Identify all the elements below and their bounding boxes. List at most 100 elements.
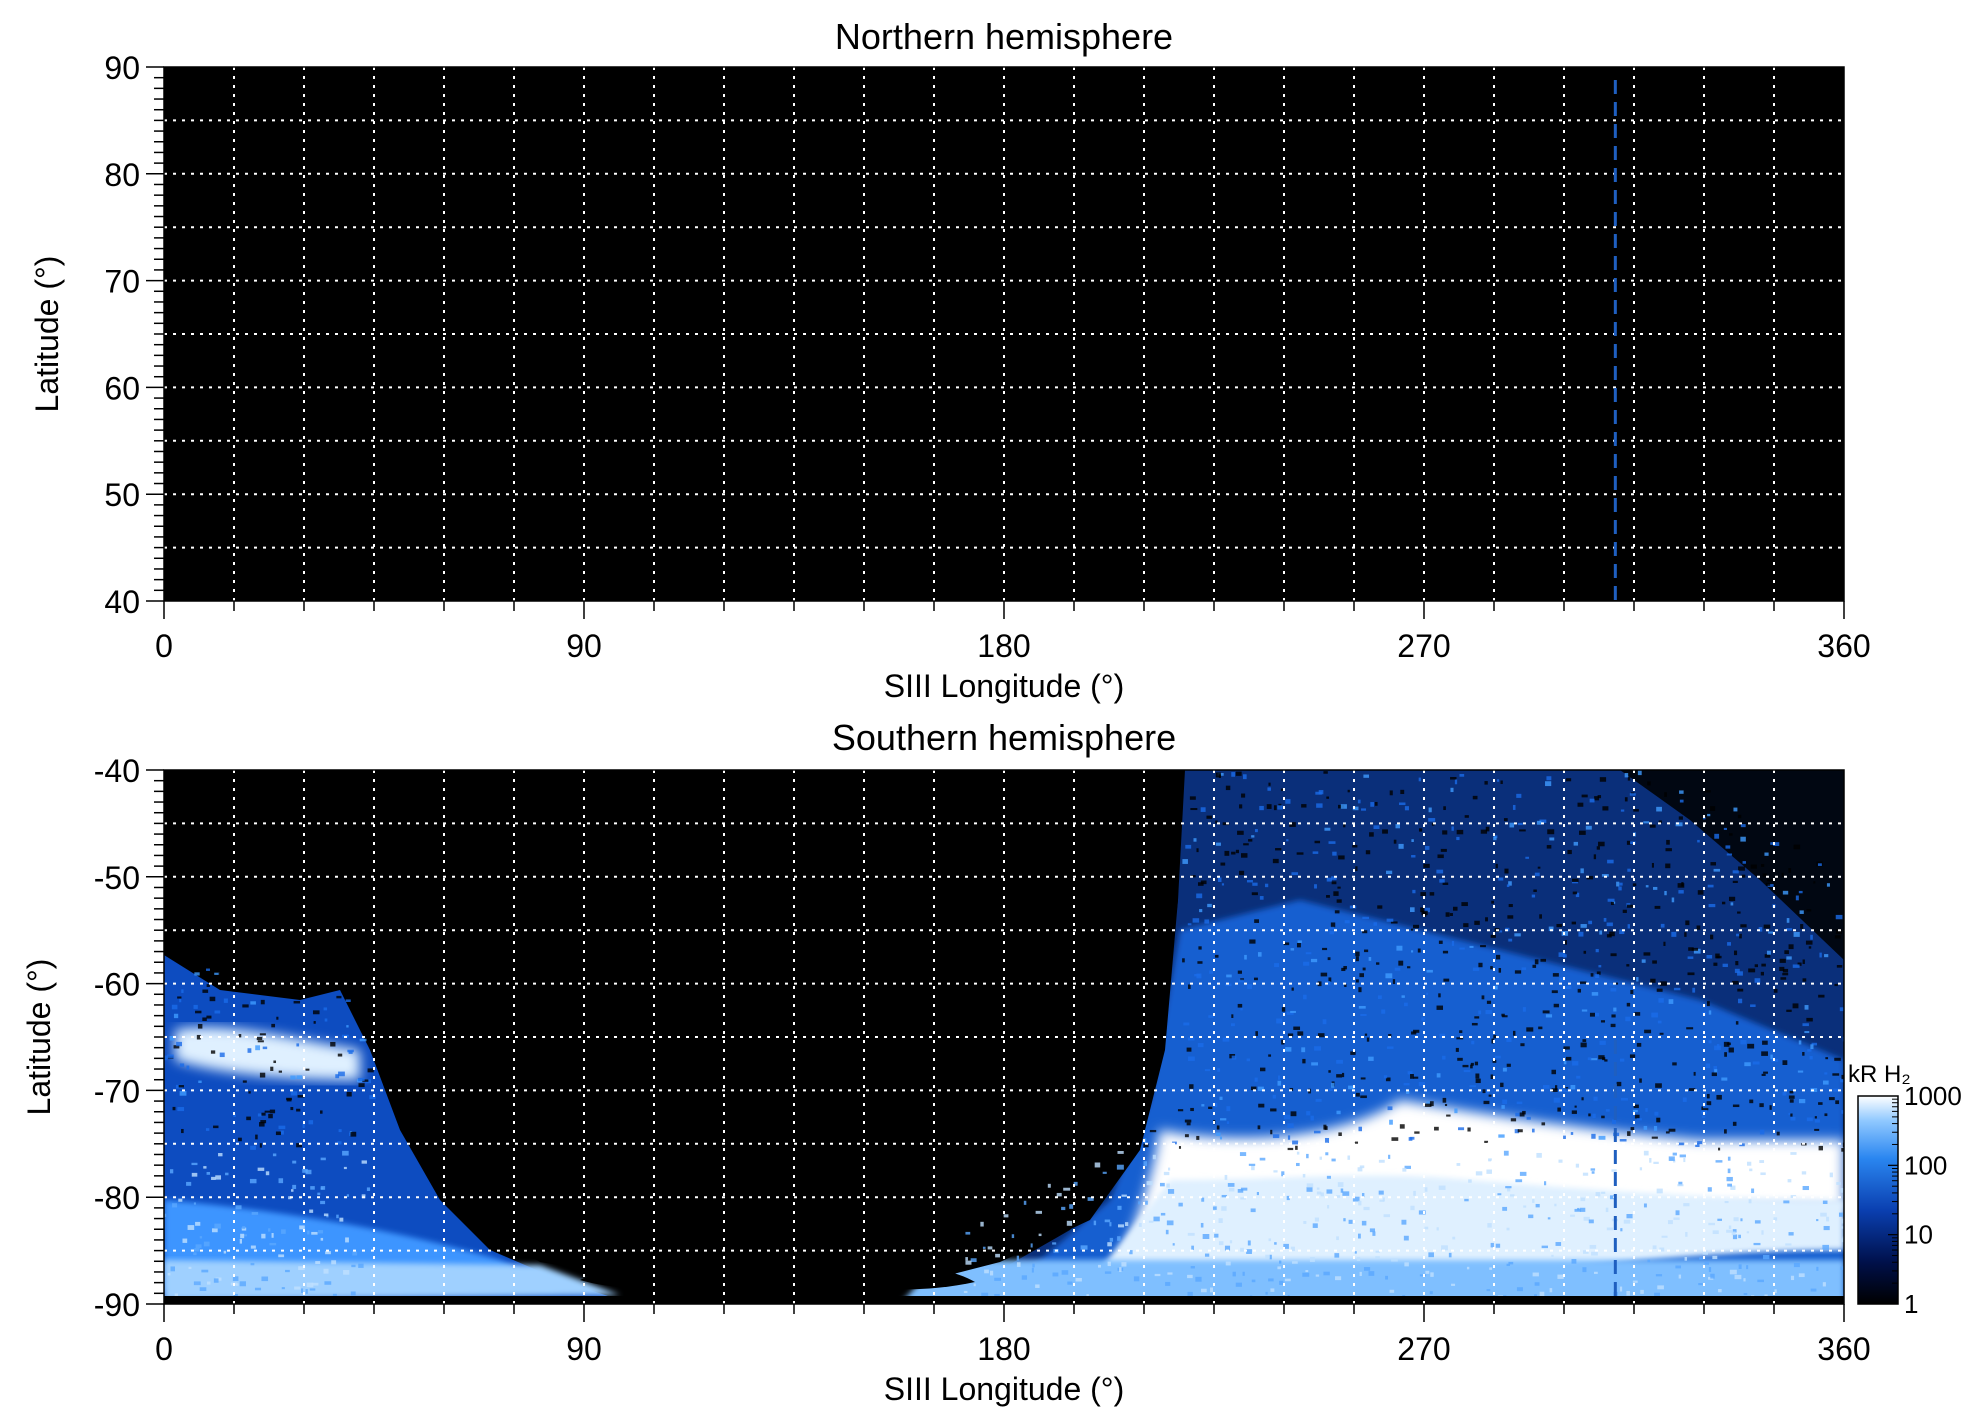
speckle-cell	[1660, 981, 1667, 986]
speckle-cell	[1336, 1195, 1341, 1198]
speckle-cell	[1378, 1159, 1385, 1163]
speckle-cell	[1586, 875, 1594, 880]
speckle-cell	[1834, 1057, 1841, 1061]
speckle-cell	[1196, 848, 1199, 853]
speckle-cell	[1841, 1148, 1844, 1152]
speckle-cell	[1677, 1184, 1684, 1187]
speckle-cell	[1768, 931, 1774, 934]
speckle-cell	[1643, 1150, 1649, 1156]
speckle-cell	[288, 1196, 292, 1200]
speckle-cell	[1337, 1182, 1344, 1187]
speckle-cell	[1281, 1007, 1286, 1012]
speckle-cell	[1590, 1168, 1596, 1171]
speckle-cell	[1836, 1182, 1841, 1185]
speckle-cell	[1429, 892, 1435, 896]
speckle-cell	[211, 1228, 218, 1233]
speckle-cell	[1442, 882, 1449, 885]
speckle-cell	[1439, 1033, 1445, 1039]
speckle-cell	[1336, 1059, 1343, 1064]
speckle-cell	[1516, 1287, 1523, 1292]
speckle-cell	[1152, 1154, 1156, 1160]
speckle-cell	[1356, 1257, 1361, 1261]
speckle-cell	[1735, 961, 1739, 966]
speckle-cell	[1761, 1051, 1768, 1056]
speckle-cell	[1706, 1093, 1710, 1099]
speckle-cell	[1326, 895, 1330, 898]
speckle-cell	[271, 1023, 276, 1028]
speckle-cell	[1651, 862, 1654, 868]
speckle-cell	[290, 1091, 298, 1096]
speckle-cell	[1665, 1131, 1670, 1134]
speckle-cell	[253, 980, 261, 984]
speckle-cell	[1264, 883, 1269, 888]
speckle-cell	[270, 1066, 274, 1071]
speckle-cell	[1780, 977, 1787, 980]
speckle-cell	[1729, 833, 1733, 836]
speckle-cell	[1761, 1230, 1764, 1235]
speckle-cell	[1306, 1111, 1311, 1116]
speckle-cell	[1382, 829, 1388, 834]
speckle-cell	[1673, 1159, 1676, 1163]
speckle-cell	[1554, 1203, 1557, 1207]
speckle-cell	[1486, 1169, 1492, 1174]
speckle-cell	[1599, 1040, 1606, 1045]
speckle-cell	[1208, 1106, 1213, 1110]
colorbar-tick-label: 100	[1904, 1150, 1947, 1180]
speckle-cell	[1675, 1265, 1682, 1269]
speckle-cell	[1740, 836, 1746, 842]
speckle-cell	[1841, 1218, 1844, 1224]
speckle-cell	[1750, 864, 1757, 869]
speckle-cell	[1619, 882, 1623, 886]
speckle-cell	[1632, 1280, 1638, 1283]
speckle-cell	[1555, 1242, 1562, 1246]
speckle-cell	[1723, 1041, 1730, 1047]
speckle-cell	[1407, 966, 1411, 969]
speckle-cell	[1314, 840, 1321, 844]
speckle-cell	[1429, 1101, 1434, 1107]
speckle-cell	[1217, 877, 1222, 883]
speckle-cell	[1519, 1112, 1525, 1117]
speckle-cell	[1699, 1257, 1704, 1260]
speckle-cell	[1683, 1157, 1686, 1163]
speckle-cell	[1776, 1131, 1780, 1136]
speckle-cell	[1802, 1051, 1805, 1056]
speckle-cell	[1764, 852, 1769, 856]
speckle-cell	[1283, 942, 1290, 946]
speckle-cell	[1104, 1271, 1112, 1274]
speckle-cell	[1244, 954, 1247, 960]
speckle-cell	[1824, 954, 1829, 958]
speckle-cell	[1354, 1251, 1357, 1254]
speckle-cell	[1607, 859, 1614, 864]
speckle-cell	[1553, 1097, 1560, 1103]
speckle-cell	[250, 1262, 255, 1266]
speckle-cell	[1087, 1197, 1094, 1201]
speckle-cell	[1470, 1064, 1473, 1069]
south-bottom-strip	[164, 1296, 1844, 1304]
speckle-cell	[1277, 805, 1283, 810]
speckle-cell	[1762, 873, 1767, 877]
speckle-cell	[1398, 960, 1404, 966]
speckle-cell	[1352, 806, 1359, 811]
speckle-cell	[1601, 874, 1609, 877]
speckle-cell	[1591, 992, 1599, 996]
speckle-cell	[1531, 894, 1536, 898]
speckle-cell	[1532, 1199, 1535, 1203]
speckle-cell	[1788, 868, 1792, 873]
speckle-cell	[1289, 822, 1296, 827]
speckle-cell	[1066, 1220, 1073, 1226]
speckle-cell	[1735, 1021, 1739, 1025]
speckle-cell	[1386, 918, 1394, 922]
speckle-cell	[1582, 1172, 1589, 1176]
speckle-cell	[256, 1036, 263, 1041]
speckle-cell	[1204, 1069, 1211, 1072]
speckle-cell	[1478, 962, 1483, 968]
speckle-cell	[1698, 1283, 1703, 1286]
speckle-cell	[1754, 1220, 1761, 1224]
speckle-cell	[338, 1071, 345, 1077]
speckle-cell	[1531, 1128, 1535, 1133]
speckle-cell	[1350, 1051, 1356, 1055]
speckle-cell	[1190, 1107, 1194, 1112]
speckle-cell	[323, 1213, 329, 1217]
speckle-cell	[1556, 923, 1563, 928]
speckle-cell	[178, 1085, 184, 1088]
